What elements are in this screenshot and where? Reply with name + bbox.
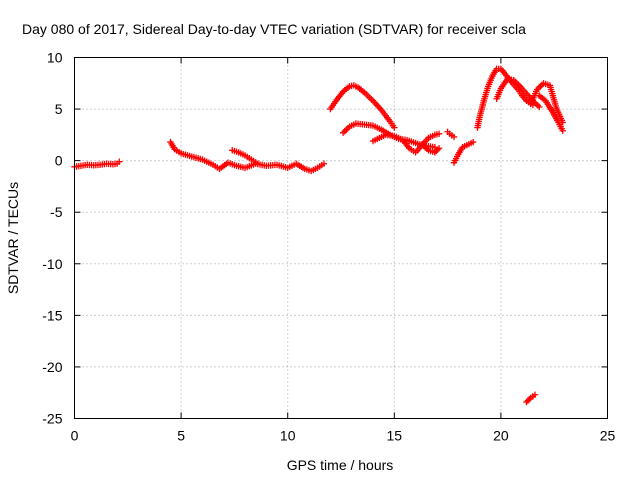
data-point — [434, 146, 441, 153]
series-arc9 — [450, 138, 477, 166]
y-tick-label: -10 — [42, 256, 62, 272]
series-arc3 — [229, 147, 262, 167]
chart-title: Day 080 of 2017, Sidereal Day-to-day VTE… — [22, 21, 526, 37]
series-arc8 — [444, 128, 458, 141]
x-tick-label: 20 — [493, 428, 509, 444]
series-arc4 — [327, 82, 398, 131]
data-point — [526, 396, 533, 403]
x-tick-label: 5 — [177, 428, 185, 444]
data-point — [116, 158, 123, 165]
data-point — [559, 127, 566, 134]
series-arc10 — [474, 65, 537, 131]
y-tick-label: 5 — [55, 101, 63, 117]
series-arc7 — [418, 140, 443, 156]
plot-frame — [74, 57, 608, 419]
data-point — [435, 145, 443, 152]
x-tick-label: 0 — [71, 428, 79, 444]
y-tick-labels: 10 5 0 -5 -10 -15 -20 -25 — [42, 50, 62, 427]
x-tick-label: 25 — [600, 428, 616, 444]
x-tick-label: 10 — [280, 428, 296, 444]
data-points — [71, 65, 566, 406]
series-arc14 — [523, 391, 539, 406]
data-point — [450, 133, 458, 141]
x-tick-label: 15 — [387, 428, 403, 444]
data-point — [320, 160, 328, 167]
y-axis-label: SDTVAR / TECUs — [5, 182, 21, 294]
data-point — [469, 138, 477, 146]
series-arc13 — [536, 92, 566, 134]
x-tick-labels: 0 5 10 15 20 25 — [71, 428, 616, 444]
data-point — [531, 391, 539, 398]
data-point — [536, 103, 543, 111]
series-arc2 — [167, 138, 328, 175]
series-arc12 — [527, 80, 566, 126]
data-point — [254, 160, 262, 167]
y-tick-label: -15 — [42, 307, 62, 323]
y-tick-label: 10 — [47, 50, 63, 66]
series-arc11 — [493, 75, 543, 111]
data-point — [435, 130, 443, 138]
y-tick-label: -5 — [50, 204, 63, 220]
grid — [74, 57, 608, 419]
data-point — [391, 124, 398, 131]
axis-ticks — [74, 57, 608, 419]
y-tick-label: -20 — [42, 359, 62, 375]
y-tick-label: 0 — [55, 153, 63, 169]
y-tick-label: -25 — [42, 411, 62, 427]
x-axis-label: GPS time / hours — [287, 457, 394, 473]
